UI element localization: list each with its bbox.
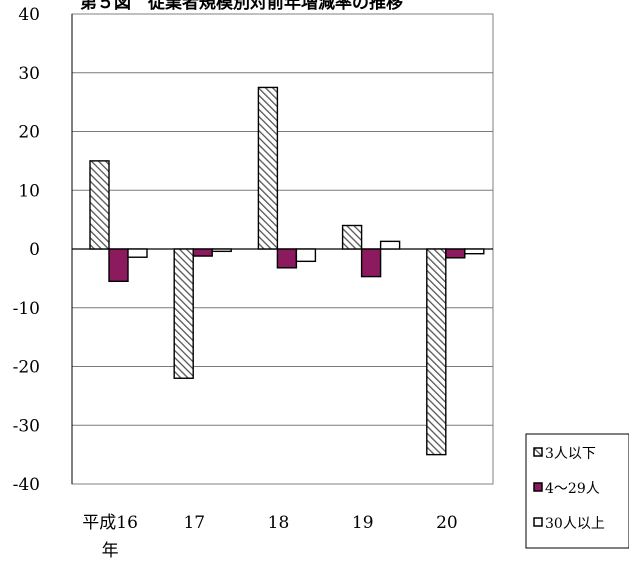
x-tick-label: 18 [268, 513, 290, 533]
bar-2-2 [192, 248, 213, 257]
gridlines [72, 72, 493, 426]
bar-3-2 [211, 248, 232, 253]
bar-3-3 [295, 248, 317, 263]
bar-2-4 [360, 248, 382, 278]
bar-1-2 [173, 248, 194, 379]
x-tick-label: 20 [436, 513, 458, 533]
bar-3-1 [127, 248, 148, 258]
bar-1-4 [341, 224, 363, 250]
y-tick-label: 40 [18, 5, 40, 25]
legend-label: 30人以上 [545, 516, 605, 532]
x-tick-label: 17 [183, 513, 205, 533]
bar-2-5 [445, 248, 466, 259]
y-tick-label: -30 [13, 416, 40, 436]
bar-1-1 [89, 160, 110, 250]
y-tick-label: -10 [13, 299, 40, 319]
bar-2-3 [276, 248, 298, 269]
x-tick-label: 平成16 [82, 513, 138, 533]
y-tick-label: 0 [29, 240, 40, 260]
y-axis: 40 30 20 10 0 -10 -20 -30 -40 [13, 5, 73, 495]
y-tick-label: -40 [13, 475, 40, 495]
legend-swatch [533, 517, 543, 527]
legend-swatch [533, 447, 543, 457]
legend-box [525, 433, 629, 549]
legend: 3人以下 4～29人 30人以上 [525, 433, 629, 549]
bar-3-4 [379, 240, 401, 250]
y-tick-label: 30 [18, 64, 40, 84]
y-tick-label: 20 [18, 123, 40, 143]
legend-label: 4～29人 [545, 481, 600, 497]
bar-3-5 [464, 248, 485, 255]
bar-1-3 [257, 86, 279, 250]
legend-swatch [533, 482, 543, 492]
legend-label: 3人以下 [545, 446, 596, 462]
x-tick-label: 19 [352, 513, 374, 533]
chart-title: 第５図 従業者規模別対前年増減率の推移 [80, 0, 403, 13]
y-tick-label: -20 [13, 358, 40, 378]
x-tick-label-wrap: 年 [102, 541, 119, 561]
x-axis-labels: 平成16 年 17 18 19 20 [82, 513, 457, 561]
bar-2-1 [108, 248, 129, 283]
bars [89, 86, 485, 456]
y-tick-label: 10 [18, 181, 40, 201]
bar-1-5 [426, 248, 447, 456]
